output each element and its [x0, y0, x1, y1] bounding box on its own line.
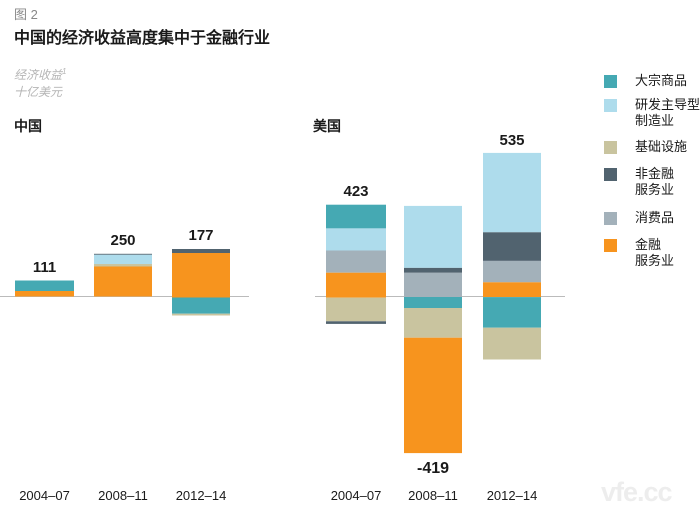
- svg-text:423: 423: [343, 183, 368, 200]
- svg-text:111: 111: [33, 259, 56, 276]
- svg-text:535: 535: [499, 132, 524, 149]
- svg-text:-419: -419: [417, 460, 449, 477]
- svg-text:177: 177: [188, 227, 213, 244]
- svg-text:250: 250: [110, 232, 135, 249]
